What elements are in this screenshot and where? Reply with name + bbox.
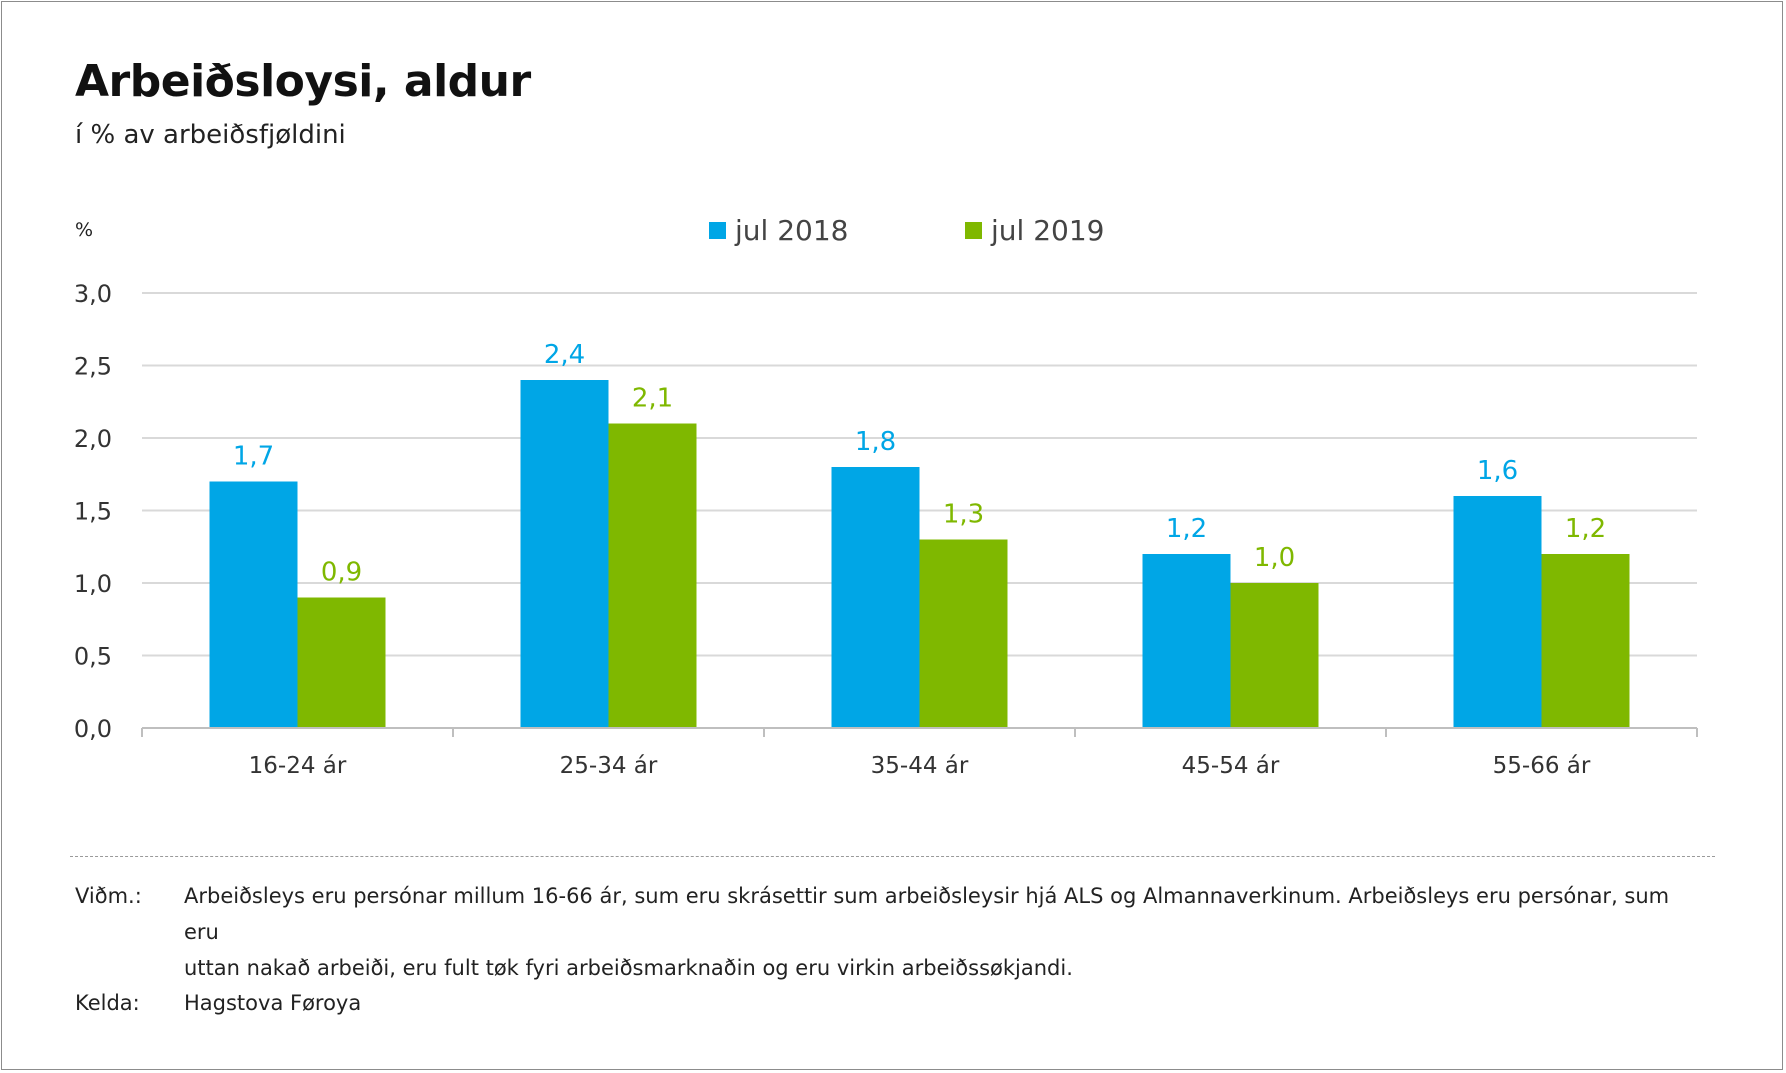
bar [1541, 554, 1630, 728]
y-axis-unit-label: % [75, 219, 93, 241]
bar [520, 380, 609, 728]
bar [1230, 583, 1319, 728]
legend: jul 2018 jul 2019 [709, 214, 1104, 247]
data-label: 1,8 [855, 427, 896, 457]
notes-label: Viðm.: [75, 884, 142, 908]
notes-divider [70, 856, 1715, 857]
data-label: 1,0 [1254, 543, 1295, 573]
y-tick-label: 0,5 [74, 643, 112, 671]
y-tick-label: 1,5 [74, 498, 112, 526]
data-label: 1,6 [1477, 456, 1518, 486]
notes-line-2: uttan nakað arbeiði, eru fult tøk fyri a… [184, 956, 1073, 980]
source-section: Kelda: Hagstova Føroya [0, 985, 1786, 1025]
x-tick-label: 25-34 ár [560, 753, 658, 779]
data-label: 2,4 [544, 340, 585, 370]
x-tick-label: 45-54 ár [1182, 753, 1280, 779]
source-text: Hagstova Føroya [184, 991, 362, 1015]
data-label: 1,2 [1565, 514, 1606, 544]
legend-label: jul 2019 [990, 214, 1104, 247]
y-tick-label: 2,0 [74, 425, 112, 453]
notes-line-1: Arbeiðsleys eru persónar millum 16-66 ár… [184, 884, 1670, 944]
source-label: Kelda: [75, 991, 140, 1015]
bar [919, 539, 1008, 728]
y-axis-ticks: 0,0 0,5 1,0 1,5 2,0 2,5 3,0 [74, 280, 112, 743]
bar [297, 597, 386, 728]
data-labels: 1,7 2,4 1,8 1,2 1,6 0,9 2,1 1,3 1,0 1,2 [233, 340, 1606, 588]
bar-chart: % jul 2018 jul 2019 0,0 0,5 1,0 1,5 2,0 2,5 3,0… [74, 214, 1698, 779]
bar [1453, 496, 1542, 728]
x-tick-label: 35-44 ár [871, 753, 969, 779]
legend-label: jul 2018 [734, 214, 848, 247]
bar [608, 423, 697, 728]
bar [209, 481, 298, 728]
chart-subtitle: í % av arbeiðsfjøldini [75, 120, 346, 150]
chart-title: Arbeiðsloysi, aldur [75, 56, 531, 107]
bar [1142, 554, 1231, 728]
bar [831, 467, 920, 728]
data-label: 1,3 [943, 500, 984, 530]
bars [209, 380, 1630, 728]
x-axis: 16-24 ár 25-34 ár 35-44 ár 45-54 ár 55-66 ár [141, 727, 1698, 779]
x-tick-label: 16-24 ár [249, 753, 347, 779]
y-tick-label: 3,0 [74, 280, 112, 308]
data-label: 1,7 [233, 442, 274, 472]
y-tick-label: 0,0 [74, 715, 112, 743]
legend-swatch [709, 222, 726, 239]
data-label: 2,1 [632, 384, 673, 414]
legend-swatch [965, 222, 982, 239]
data-label: 0,9 [321, 558, 362, 588]
y-tick-label: 1,0 [74, 570, 112, 598]
notes-section: Viðm.: Arbeiðsleys eru persónar millum 1… [0, 878, 1786, 980]
data-label: 1,2 [1166, 514, 1207, 544]
y-tick-label: 2,5 [74, 353, 112, 381]
x-tick-label: 55-66 ár [1493, 753, 1591, 779]
notes-text: Arbeiðsleys eru persónar millum 16-66 ár… [184, 878, 1684, 986]
